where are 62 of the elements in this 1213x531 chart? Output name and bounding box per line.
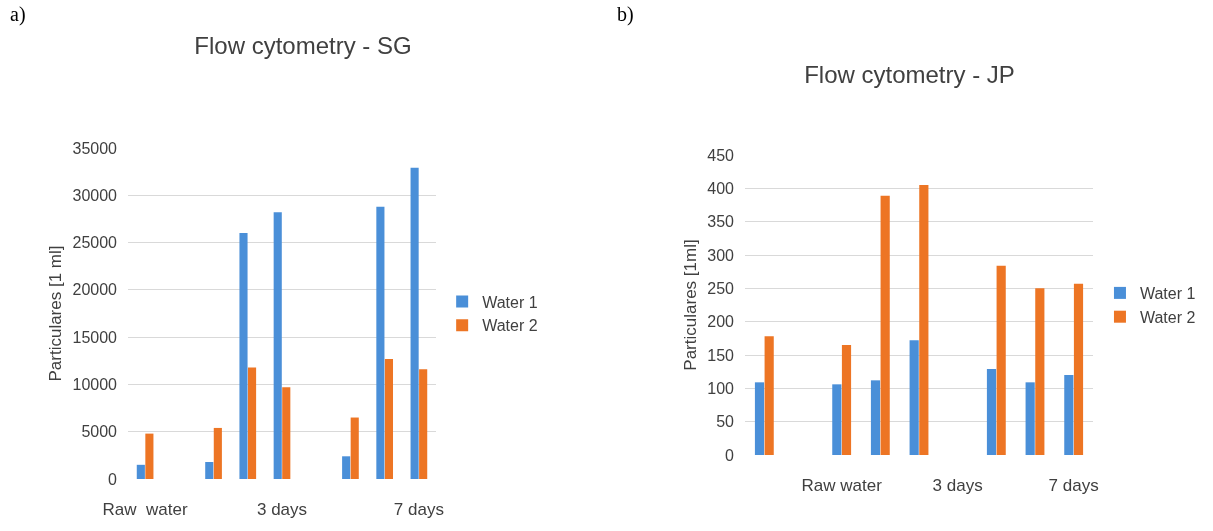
x-tick-label: 7 days bbox=[393, 500, 444, 519]
bar bbox=[1035, 288, 1045, 455]
bar bbox=[870, 380, 881, 455]
bar bbox=[996, 265, 1006, 455]
y-tick-label: 50 bbox=[716, 413, 735, 431]
y-axis-title: Particulares [1ml] bbox=[680, 239, 700, 371]
bar bbox=[832, 384, 842, 455]
y-tick-label: 100 bbox=[707, 379, 735, 397]
y-tick-label: 0 bbox=[725, 446, 735, 464]
y-tick-label: 150 bbox=[707, 346, 735, 364]
bar bbox=[342, 456, 351, 479]
bar bbox=[410, 167, 419, 479]
y-tick-label: 0 bbox=[108, 470, 118, 488]
y-tick-label: 15000 bbox=[72, 328, 118, 346]
bar bbox=[350, 417, 359, 479]
bar bbox=[419, 369, 428, 479]
bar bbox=[880, 195, 890, 455]
bar bbox=[136, 464, 145, 479]
legend-label: Water 1 bbox=[482, 293, 538, 311]
y-axis-title: Particulares [1 ml] bbox=[46, 245, 66, 382]
y-tick-label: 30000 bbox=[72, 186, 118, 204]
y-tick-label: 10000 bbox=[72, 376, 118, 394]
bar bbox=[145, 433, 154, 479]
bar bbox=[282, 387, 291, 479]
y-tick-label: 25000 bbox=[72, 234, 118, 252]
bar bbox=[986, 369, 997, 455]
y-tick-label: 350 bbox=[707, 213, 735, 231]
y-tick-label: 200 bbox=[707, 313, 735, 331]
bar bbox=[213, 427, 222, 479]
y-tick-label: 450 bbox=[707, 146, 735, 164]
text: b) bbox=[617, 3, 634, 26]
bar bbox=[247, 367, 257, 479]
chart-title: Flow cytometry - JP bbox=[804, 60, 1015, 88]
bar bbox=[1064, 375, 1074, 455]
legend-label: Water 2 bbox=[482, 317, 538, 335]
y-tick-label: 20000 bbox=[72, 281, 118, 299]
text: a) bbox=[10, 3, 26, 26]
bar bbox=[764, 336, 774, 455]
x-tick-label: Raw water bbox=[801, 476, 883, 495]
legend-label: Water 2 bbox=[1139, 308, 1196, 326]
y-tick-label: 300 bbox=[707, 246, 735, 264]
x-tick-label: 3 days bbox=[932, 476, 983, 495]
bar bbox=[205, 461, 214, 479]
bar bbox=[273, 212, 282, 479]
x-tick-label: 3 days bbox=[256, 500, 308, 519]
chart-title: Flow cytometry - SG bbox=[194, 31, 412, 59]
y-tick-label: 5000 bbox=[81, 423, 118, 441]
x-tick-label: 7 days bbox=[1048, 476, 1099, 495]
bar bbox=[1073, 283, 1084, 455]
x-tick-label: Raw water bbox=[102, 500, 188, 519]
bar bbox=[841, 345, 852, 455]
legend-label: Water 1 bbox=[1139, 285, 1196, 303]
y-tick-label: 35000 bbox=[72, 139, 118, 157]
bar bbox=[909, 340, 919, 455]
bar bbox=[919, 185, 929, 455]
bar bbox=[754, 382, 765, 455]
bar bbox=[384, 358, 394, 479]
bar bbox=[1025, 382, 1035, 455]
bar bbox=[376, 206, 385, 479]
y-tick-label: 250 bbox=[707, 279, 735, 297]
bar bbox=[239, 233, 248, 479]
y-tick-label: 400 bbox=[707, 179, 735, 197]
